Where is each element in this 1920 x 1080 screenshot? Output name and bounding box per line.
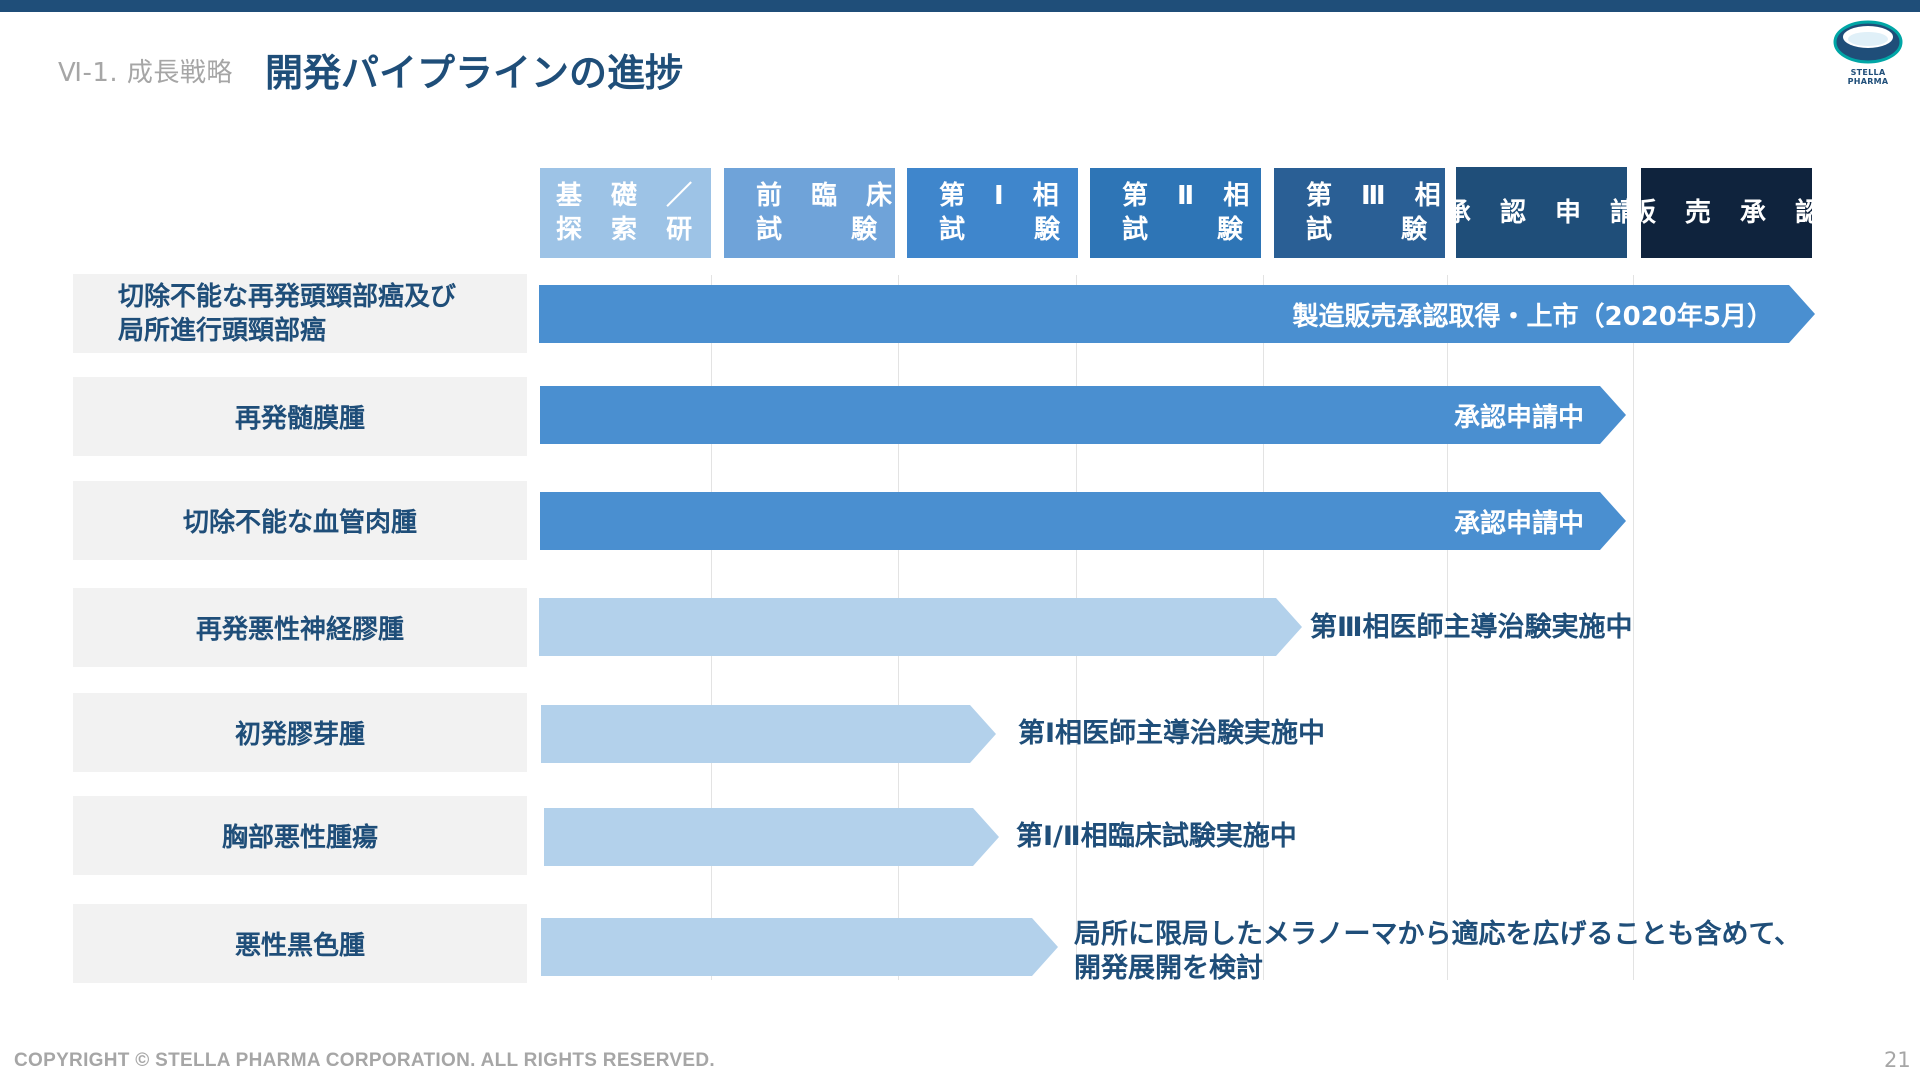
phase-line2: 試 験	[756, 215, 888, 245]
phase-header-phase1: 第 Ⅰ 相 試 験	[907, 168, 1078, 258]
indication-line: 切除不能な再発頭頸部癌及び	[118, 281, 457, 312]
status-text: 第Ⅰ/Ⅱ相臨床試験実施中	[1016, 821, 1297, 852]
indication-label: 再発髄膜腫	[73, 377, 527, 456]
status-line: 開発展開を検討	[1074, 953, 1263, 984]
progress-bar: 製造販売承認取得・上市（2020年5月）	[539, 285, 1815, 343]
logo-wordmark: STELLA PHARMA	[1847, 68, 1889, 86]
phase-line1: 承 認 申 請	[1444, 197, 1647, 228]
indication-label: 切除不能な再発頭頸部癌及び 局所進行頭頸部癌	[73, 274, 527, 353]
phase-line2: 試 験	[1306, 215, 1438, 245]
phase-header-basic-research: 基 礎 ／ 探 索 研 究	[540, 168, 758, 258]
copyright-footer: COPYRIGHT © STELLA PHARMA CORPORATION. A…	[14, 1050, 715, 1071]
phase-line1: 第 Ⅲ 相	[1306, 181, 1451, 211]
status-text: 承認申請中	[1453, 402, 1584, 433]
phase-header-approval: 販 売 承 認	[1630, 168, 1821, 258]
progress-bar	[539, 598, 1302, 656]
phase-header-filing: 承 認 申 請	[1445, 167, 1636, 258]
phase-line2: 試 験	[1122, 215, 1254, 245]
status-text: 製造販売承認取得・上市（2020年5月）	[1292, 301, 1773, 332]
indication-text: 切除不能な再発頭頸部癌及び 局所進行頭頸部癌	[118, 280, 456, 348]
section-label: Ⅵ-1. 成長戦略	[58, 58, 233, 88]
phase-line1: 基 礎 ／	[556, 181, 703, 211]
phase-line2: 探 索 研 究	[556, 215, 758, 245]
status-text: 第Ⅰ相医師主導治験実施中	[1018, 718, 1326, 749]
indication-label: 胸部悪性腫瘍	[73, 796, 527, 875]
indication-label: 悪性黒色腫	[73, 904, 527, 983]
progress-bar: 承認申請中	[540, 492, 1626, 550]
indication-line: 局所進行頭頸部癌	[118, 315, 327, 346]
top-accent-bar	[0, 0, 1920, 12]
progress-bar	[544, 808, 999, 866]
status-text: 第Ⅲ相医師主導治験実施中	[1310, 612, 1633, 643]
status-text: 承認申請中	[1453, 508, 1584, 539]
page-title: 開発パイプラインの進捗	[265, 51, 684, 95]
phase-line1: 販 売 承 認	[1629, 198, 1832, 228]
indication-label: 切除不能な血管肉腫	[73, 481, 527, 560]
progress-bar: 承認申請中	[540, 386, 1626, 444]
phase-line1: 第 Ⅰ 相	[939, 181, 1069, 211]
status-text: 局所に限局したメラノーマから適応を広げることも含めて、 開発展開を検討	[1074, 918, 1801, 986]
phase-line1: 前 臨 床	[756, 181, 903, 211]
status-line: 局所に限局したメラノーマから適応を広げることも含めて、	[1074, 919, 1802, 950]
stella-pharma-logo	[1833, 20, 1903, 64]
indication-label: 初発膠芽腫	[73, 693, 527, 772]
phase-line2: 試 験	[939, 215, 1071, 245]
phase-divider	[1447, 275, 1448, 980]
indication-label: 再発悪性神経膠腫	[73, 588, 527, 667]
progress-bar	[541, 918, 1058, 976]
phase-header-preclinical: 前 臨 床 試 験	[724, 168, 895, 258]
phase-header-phase3: 第 Ⅲ 相 試 験	[1274, 168, 1445, 258]
phase-line1: 第 Ⅱ 相	[1122, 181, 1260, 211]
page-number: 21	[1884, 1048, 1911, 1072]
phase-divider	[1633, 275, 1634, 980]
progress-bar	[541, 705, 996, 763]
phase-header-phase2: 第 Ⅱ 相 試 験	[1090, 168, 1261, 258]
